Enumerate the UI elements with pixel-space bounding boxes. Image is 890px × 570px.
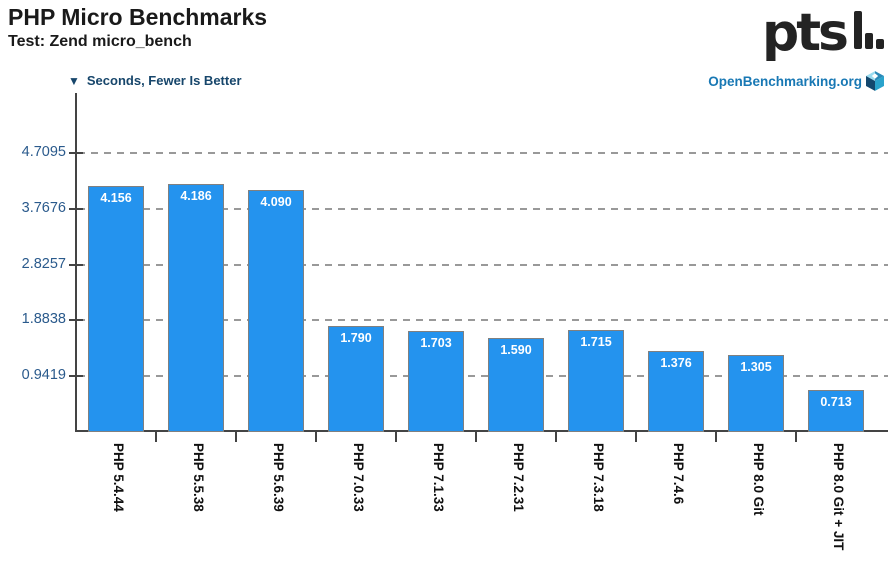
- gridline: [78, 263, 888, 266]
- bar: 1.715: [568, 330, 624, 432]
- x-axis-category-label: PHP 7.3.18: [591, 443, 606, 512]
- bar-value-label: 4.186: [180, 189, 212, 204]
- x-axis-tick: [715, 432, 717, 442]
- bar: 0.713: [808, 389, 864, 432]
- legend-label: Seconds, Fewer Is Better: [86, 73, 242, 88]
- x-axis-category-label: PHP 5.6.39: [271, 443, 286, 512]
- openbenchmarking-link[interactable]: OpenBenchmarking.org: [708, 71, 884, 91]
- bar-value-label: 1.715: [580, 335, 612, 350]
- x-axis-tick: [475, 432, 477, 442]
- bar-value-label: 1.590: [500, 342, 532, 357]
- gridline: [78, 152, 888, 155]
- bar-value-label: 1.376: [660, 355, 692, 370]
- openbenchmarking-label: OpenBenchmarking.org: [708, 73, 862, 89]
- bar: 1.376: [648, 350, 704, 432]
- pts-logo-text: pts: [761, 3, 849, 64]
- x-axis-category-label: PHP 7.1.33: [431, 443, 446, 512]
- bar-value-label: 1.703: [420, 336, 452, 351]
- gridline: [78, 207, 888, 210]
- y-axis-tick-label: 4.7095: [21, 144, 66, 161]
- x-axis-category-label: PHP 5.4.44: [111, 443, 126, 512]
- y-axis-tick-label: 0.9419: [21, 367, 66, 384]
- x-axis-tick: [795, 432, 797, 442]
- lower-is-better-arrow-icon: ▼: [68, 73, 80, 88]
- x-axis-line: [75, 430, 888, 432]
- x-axis-tick: [155, 432, 157, 442]
- x-axis-category-label: PHP 8.0 Git + JIT: [831, 443, 846, 551]
- x-axis-category-label: PHP 7.4.6: [671, 443, 686, 505]
- bar-value-label: 4.090: [260, 194, 292, 209]
- x-axis-category-label: PHP 8.0 Git: [751, 443, 766, 516]
- bar-value-label: 1.305: [740, 359, 772, 374]
- x-axis-tick: [315, 432, 317, 442]
- x-axis-category-label: PHP 5.5.38: [191, 443, 206, 512]
- bar: 1.305: [728, 354, 784, 432]
- bar: 4.186: [168, 184, 224, 432]
- bar-value-label: 1.790: [340, 331, 372, 346]
- x-axis-tick: [635, 432, 637, 442]
- pts-logo-bars-icon: [851, 11, 884, 49]
- bar: 1.590: [488, 337, 544, 432]
- page-title: PHP Micro Benchmarks: [8, 4, 268, 30]
- y-axis-tick-label: 1.8838: [21, 311, 66, 328]
- pts-logo: pts: [761, 0, 884, 64]
- chart-legend: ▼ Seconds, Fewer Is Better: [68, 73, 242, 88]
- cube-icon: [866, 71, 884, 91]
- bar-value-label: 4.156: [100, 190, 132, 205]
- y-axis-tick-label: 2.8257: [21, 255, 66, 272]
- x-axis-tick: [395, 432, 397, 442]
- x-axis-tick: [235, 432, 237, 442]
- gridline: [78, 319, 888, 322]
- y-axis-tick-label: 3.7676: [21, 199, 66, 216]
- x-axis-category-label: PHP 7.2.31: [511, 443, 526, 512]
- x-axis-tick: [555, 432, 557, 442]
- x-axis-category-label: PHP 7.0.33: [351, 443, 366, 512]
- bar: 1.790: [328, 326, 384, 432]
- gridline: [78, 375, 888, 378]
- bar: 1.703: [408, 331, 464, 432]
- bar-value-label: 0.713: [820, 394, 852, 409]
- page-subtitle: Test: Zend micro_bench: [8, 33, 192, 50]
- bar: 4.090: [248, 189, 304, 432]
- bar: 4.156: [88, 185, 144, 432]
- y-axis-line: [75, 93, 77, 432]
